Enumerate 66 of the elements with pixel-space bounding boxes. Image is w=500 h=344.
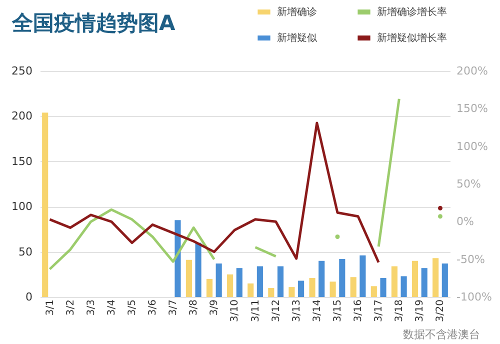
bar <box>432 258 439 297</box>
bar <box>195 242 202 297</box>
y2-tick-label: -100% <box>456 290 492 304</box>
bar <box>442 264 448 297</box>
legend-label: 新增确诊增长率 <box>377 6 447 18</box>
bar <box>298 280 304 297</box>
legend-label: 新增确诊 <box>277 6 317 18</box>
y2-tick-label: 50% <box>456 178 481 190</box>
x-tick-label: 3/5 <box>126 300 138 316</box>
bar <box>309 278 316 297</box>
chart-title: 全国疫情趋势图A <box>11 11 176 35</box>
bar <box>216 264 222 297</box>
bar <box>339 259 346 297</box>
x-tick-label: 3/20 <box>435 300 446 322</box>
x-tick-label: 3/2 <box>65 300 76 316</box>
x-tick-label: 3/9 <box>209 300 220 316</box>
x-tick-label: 3/19 <box>414 300 426 322</box>
y-tick-label: 250 <box>12 64 32 78</box>
x-tick-label: 3/12 <box>270 300 282 322</box>
bar <box>360 255 366 297</box>
bar <box>421 268 428 297</box>
y-tick-label: 200 <box>12 110 32 123</box>
bar <box>42 112 48 297</box>
x-tick-label: 3/13 <box>291 300 302 322</box>
bar <box>370 286 377 297</box>
bar <box>256 266 263 297</box>
bar <box>236 268 242 297</box>
bar <box>206 278 213 297</box>
y2-tick-label: 0% <box>456 215 474 228</box>
x-tick-label: 3/1 <box>44 300 56 316</box>
y-tick-label: 100 <box>12 200 32 214</box>
y-tick-label: 50 <box>18 245 32 258</box>
y2-tick-label: 200% <box>456 64 488 78</box>
bar <box>248 283 254 297</box>
x-tick-label: 3/8 <box>188 300 200 316</box>
x-tick-label: 3/10 <box>230 300 241 322</box>
bar <box>400 276 407 297</box>
x-tick-label: 3/6 <box>148 300 159 316</box>
bar <box>380 278 386 297</box>
bar <box>268 288 274 297</box>
legend-label: 新增疑似增长率 <box>377 32 447 44</box>
y-tick-label: 0 <box>26 290 32 304</box>
x-tick-label: 3/7 <box>168 300 180 316</box>
bar <box>277 266 284 297</box>
x-tick-label: 3/4 <box>106 300 118 316</box>
legend-label: 新增疑似 <box>277 32 317 44</box>
bar <box>391 266 398 297</box>
x-tick-label: 3/16 <box>353 300 364 322</box>
bar <box>330 282 336 297</box>
x-tick-label: 3/17 <box>374 300 385 322</box>
bar <box>288 287 295 297</box>
bar <box>350 277 356 297</box>
x-tick-label: 3/18 <box>394 300 406 322</box>
y2-tick-label: 150% <box>456 102 488 116</box>
bar <box>412 260 418 297</box>
x-tick-label: 3/3 <box>86 300 97 316</box>
y2-tick-label: -50% <box>456 252 485 266</box>
bar <box>318 260 325 297</box>
x-tick-label: 3/14 <box>312 300 323 322</box>
x-tick-label: 3/15 <box>332 300 344 322</box>
y2-tick-label: 100% <box>456 140 488 153</box>
y-tick-label: 150 <box>12 154 32 168</box>
x-tick-label: 3/11 <box>250 300 262 322</box>
bar <box>186 260 192 297</box>
bar <box>227 274 234 297</box>
text: 数据不含港澳台 <box>403 328 480 341</box>
